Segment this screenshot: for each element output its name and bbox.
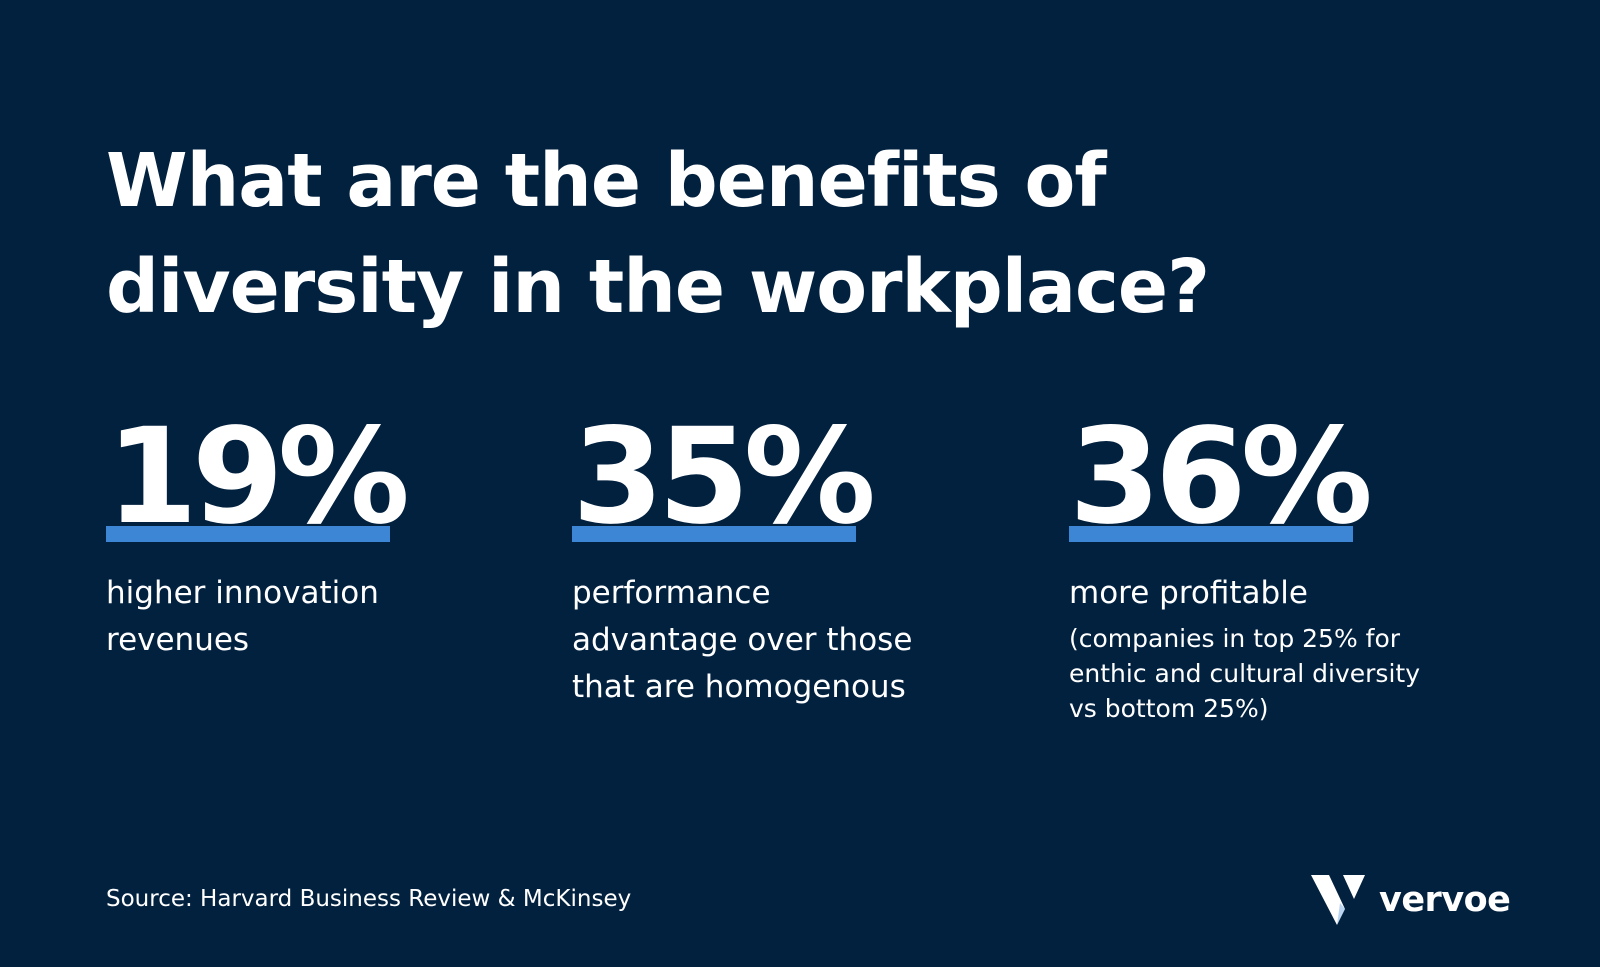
vervoe-logo-icon bbox=[1309, 875, 1367, 925]
stat-number-block: 35% bbox=[572, 400, 876, 554]
brand-name: vervoe bbox=[1379, 880, 1511, 920]
stat-note: (companies in top 25% for enthic and cul… bbox=[1069, 621, 1489, 726]
stat-value: 19% bbox=[106, 400, 410, 554]
stat-profitability: 36% more profitable (companies in top 25… bbox=[1069, 400, 1489, 726]
stat-note-line: enthic and cultural diversity bbox=[1069, 659, 1421, 688]
stat-caption: higher innovation revenues bbox=[106, 570, 436, 664]
stat-underline bbox=[572, 526, 856, 542]
stat-innovation: 19% higher innovation revenues bbox=[106, 400, 436, 664]
stat-caption-line: advantage over those bbox=[572, 622, 913, 658]
stat-underline bbox=[1069, 526, 1353, 542]
stat-caption-line: higher innovation bbox=[106, 575, 379, 611]
stat-performance: 35% performance advantage over those tha… bbox=[572, 400, 992, 711]
source-citation: Source: Harvard Business Review & McKins… bbox=[106, 886, 632, 912]
stat-caption: more profitable bbox=[1069, 570, 1489, 617]
stat-value: 36% bbox=[1069, 400, 1373, 554]
stat-number-block: 36% bbox=[1069, 400, 1373, 554]
stat-value: 35% bbox=[572, 400, 876, 554]
stat-caption-line: that are homogenous bbox=[572, 669, 906, 705]
headline-line-1: What are the benefits of bbox=[106, 138, 1107, 224]
stat-number-block: 19% bbox=[106, 400, 410, 554]
stat-caption-line: more profitable bbox=[1069, 575, 1308, 611]
headline-line-2: diversity in the workplace? bbox=[106, 244, 1210, 330]
stat-caption: performance advantage over those that ar… bbox=[572, 570, 992, 711]
stat-underline bbox=[106, 526, 390, 542]
stat-note-line: vs bottom 25%) bbox=[1069, 694, 1269, 723]
brand-logo: vervoe bbox=[1309, 872, 1511, 928]
page-title: What are the benefits of diversity in th… bbox=[106, 128, 1306, 340]
stat-note-line: (companies in top 25% for bbox=[1069, 624, 1401, 653]
stat-caption-line: performance bbox=[572, 575, 771, 611]
stat-caption-line: revenues bbox=[106, 622, 250, 658]
